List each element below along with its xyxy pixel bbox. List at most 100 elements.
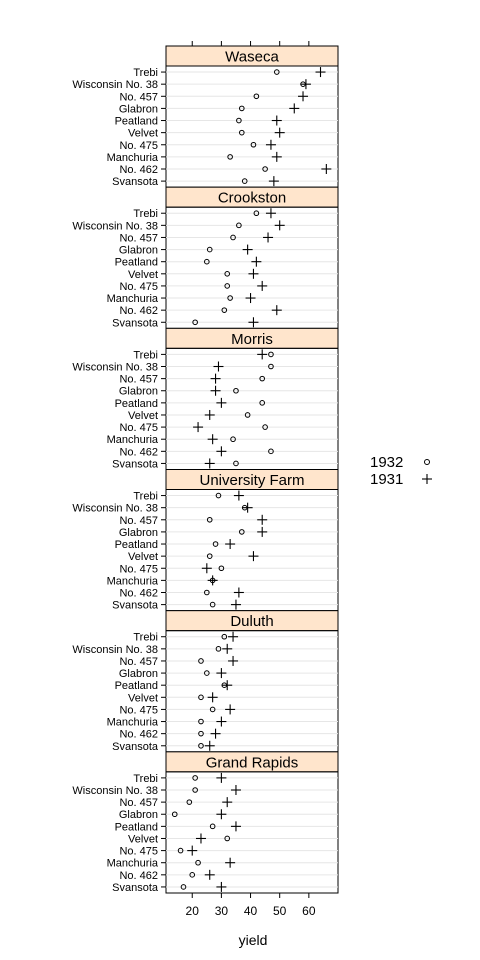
point-1931 bbox=[228, 655, 239, 666]
point-1931 bbox=[233, 587, 244, 598]
variety-label: Velvet bbox=[128, 692, 158, 704]
point-1931 bbox=[222, 680, 233, 691]
point-1932 bbox=[238, 105, 245, 112]
point-1932 bbox=[253, 93, 260, 100]
point-1931 bbox=[216, 668, 227, 679]
variety-label: Wisconsin No. 38 bbox=[72, 503, 158, 515]
point-1932 bbox=[221, 307, 228, 313]
point-1932 bbox=[268, 351, 274, 358]
variety-label: Velvet bbox=[128, 269, 158, 281]
panel-strip-label: University Farm bbox=[199, 472, 304, 489]
panel-strip-label: Duluth bbox=[230, 613, 273, 630]
point-1932 bbox=[273, 69, 280, 75]
variety-label: Wisconsin No. 38 bbox=[72, 362, 158, 374]
variety-label: Manchuria bbox=[107, 434, 159, 446]
point-1932 bbox=[250, 141, 257, 148]
variety-label: Glabron bbox=[119, 527, 158, 539]
point-1932 bbox=[198, 658, 204, 664]
point-1932 bbox=[215, 492, 222, 499]
point-1931 bbox=[248, 268, 259, 279]
point-1932 bbox=[227, 154, 233, 160]
point-1931 bbox=[207, 692, 218, 703]
legend-label-1932: 1932 bbox=[370, 454, 403, 471]
variety-label: Svansota bbox=[112, 317, 159, 329]
point-1931 bbox=[230, 821, 241, 832]
point-1932 bbox=[192, 319, 198, 326]
point-1932 bbox=[195, 859, 201, 866]
panel-frame bbox=[165, 771, 339, 894]
variety-label: No. 462 bbox=[119, 446, 158, 458]
variety-label: No. 462 bbox=[119, 305, 158, 317]
point-1931 bbox=[271, 305, 282, 316]
variety-label: No. 475 bbox=[119, 281, 158, 293]
legend-label-1931: 1931 bbox=[370, 471, 403, 488]
point-1931 bbox=[222, 643, 233, 654]
variety-label: Velvet bbox=[128, 128, 158, 140]
point-1931 bbox=[300, 79, 311, 90]
point-1932 bbox=[215, 646, 222, 652]
legend-marker-1932 bbox=[424, 459, 430, 465]
point-1932 bbox=[227, 295, 233, 301]
point-1932 bbox=[204, 258, 210, 265]
point-1932 bbox=[204, 670, 210, 676]
point-1931 bbox=[321, 163, 332, 174]
variety-label: Peatland bbox=[115, 539, 158, 551]
point-1932 bbox=[238, 129, 245, 136]
variety-label: No. 462 bbox=[119, 587, 158, 599]
variety-label: No. 475 bbox=[119, 563, 158, 575]
point-1931 bbox=[216, 881, 227, 892]
point-1931 bbox=[271, 151, 282, 162]
point-1931 bbox=[233, 490, 244, 501]
variety-label: No. 457 bbox=[119, 91, 158, 103]
point-1931 bbox=[289, 103, 300, 114]
point-1931 bbox=[216, 809, 227, 820]
point-1931 bbox=[257, 280, 268, 291]
point-1931 bbox=[193, 422, 204, 433]
point-1932 bbox=[177, 847, 184, 854]
point-1931 bbox=[187, 845, 198, 856]
point-1932 bbox=[206, 553, 213, 559]
variety-label: Trebi bbox=[133, 67, 158, 79]
variety-label: Peatland bbox=[115, 821, 158, 833]
variety-label: Trebi bbox=[133, 208, 158, 220]
point-1932 bbox=[236, 222, 242, 229]
variety-label: No. 457 bbox=[119, 232, 158, 244]
variety-label: Glabron bbox=[119, 668, 158, 680]
variety-label: Glabron bbox=[119, 809, 158, 821]
point-1931 bbox=[204, 740, 215, 751]
point-1931 bbox=[216, 716, 227, 727]
point-1931 bbox=[245, 293, 256, 304]
point-1931 bbox=[210, 385, 221, 396]
point-1931 bbox=[228, 631, 239, 642]
point-1932 bbox=[262, 166, 268, 172]
point-1932 bbox=[192, 787, 198, 793]
point-1932 bbox=[259, 400, 266, 406]
x-tick-label: 50 bbox=[273, 904, 287, 918]
point-1931 bbox=[204, 458, 215, 469]
panel-strip-label: Crookston bbox=[218, 190, 286, 207]
point-1932 bbox=[180, 884, 187, 890]
variety-label: No. 462 bbox=[119, 870, 158, 882]
variety-label: No. 457 bbox=[119, 515, 158, 527]
point-1931 bbox=[225, 539, 236, 550]
variety-label: Manchuria bbox=[107, 717, 159, 729]
point-1931 bbox=[265, 139, 276, 150]
point-1932 bbox=[262, 424, 268, 430]
point-1932 bbox=[209, 823, 216, 830]
variety-label: No. 457 bbox=[119, 797, 158, 809]
point-1932 bbox=[221, 633, 228, 640]
point-1931 bbox=[207, 575, 218, 586]
point-1932 bbox=[204, 589, 210, 596]
variety-label: Glabron bbox=[119, 386, 158, 398]
point-1932 bbox=[244, 412, 251, 418]
point-1932 bbox=[238, 529, 245, 535]
point-1931 bbox=[242, 244, 253, 255]
point-1931 bbox=[298, 91, 309, 102]
variety-label: Velvet bbox=[128, 410, 158, 422]
variety-label: Wisconsin No. 38 bbox=[72, 785, 158, 797]
point-1932 bbox=[212, 541, 219, 547]
variety-label: Wisconsin No. 38 bbox=[72, 79, 158, 91]
panel-strip-label: Grand Rapids bbox=[206, 754, 299, 771]
